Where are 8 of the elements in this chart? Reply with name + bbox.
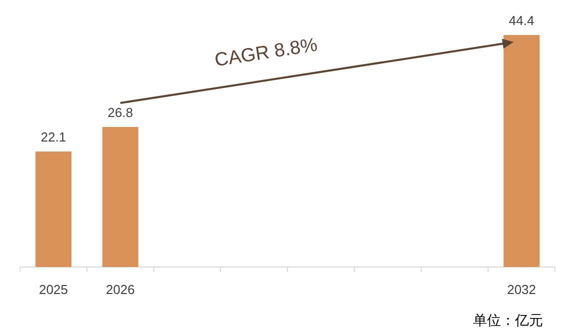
x-tick-label: 2026 <box>106 282 135 297</box>
text: 单位：亿元 <box>473 312 543 328</box>
data-label: 44.4 <box>508 13 534 28</box>
annotation: CAGR 8.8% <box>213 34 319 72</box>
data-label: 26.8 <box>108 104 133 120</box>
x-tick-label: 2032 <box>507 282 536 297</box>
x-tick-label: 2025 <box>38 282 68 297</box>
data-label: 22.1 <box>40 130 66 145</box>
